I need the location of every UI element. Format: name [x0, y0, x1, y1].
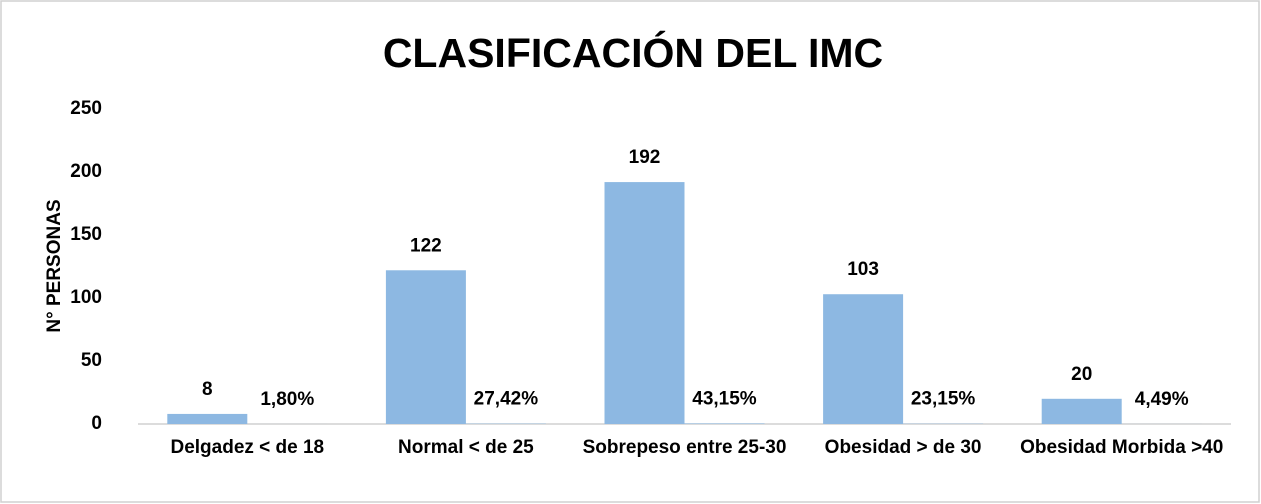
x-tick-label: Obesidad Morbida >40: [1020, 437, 1224, 458]
y-tick-label: 200: [70, 161, 102, 182]
bar: [385, 270, 466, 424]
bar: [167, 413, 248, 424]
chart-title: CLASIFICACIÓN DEL IMC: [383, 30, 883, 76]
data-label: 27,42%: [474, 389, 539, 410]
data-label: 192: [629, 147, 661, 168]
y-tick-label: 0: [91, 413, 102, 434]
y-tick-label: 100: [70, 287, 102, 308]
y-axis-title: N° PERSONAS: [44, 199, 65, 332]
x-tick-label: Obesidad > de 30: [824, 437, 982, 458]
data-label: 1,80%: [260, 389, 314, 410]
data-label: 122: [410, 235, 442, 256]
x-tick-label: Sobrepeso entre 25-30: [582, 437, 787, 458]
x-tick-label: Normal < de 25: [398, 437, 534, 458]
x-tick-label: Delgadez < de 18: [170, 437, 325, 458]
data-label: 20: [1071, 364, 1092, 385]
data-label: 23,15%: [911, 389, 976, 410]
data-label: 103: [847, 259, 879, 280]
bar: [1041, 398, 1122, 424]
y-tick-label: 50: [81, 350, 102, 371]
data-label: 8: [202, 379, 213, 400]
bar: [684, 423, 765, 424]
bar: [823, 294, 904, 424]
data-label: 43,15%: [692, 388, 757, 409]
data-label: 4,49%: [1135, 389, 1189, 410]
y-tick-label: 250: [70, 98, 102, 119]
bar: [604, 182, 685, 424]
y-tick-label: 150: [70, 224, 102, 245]
